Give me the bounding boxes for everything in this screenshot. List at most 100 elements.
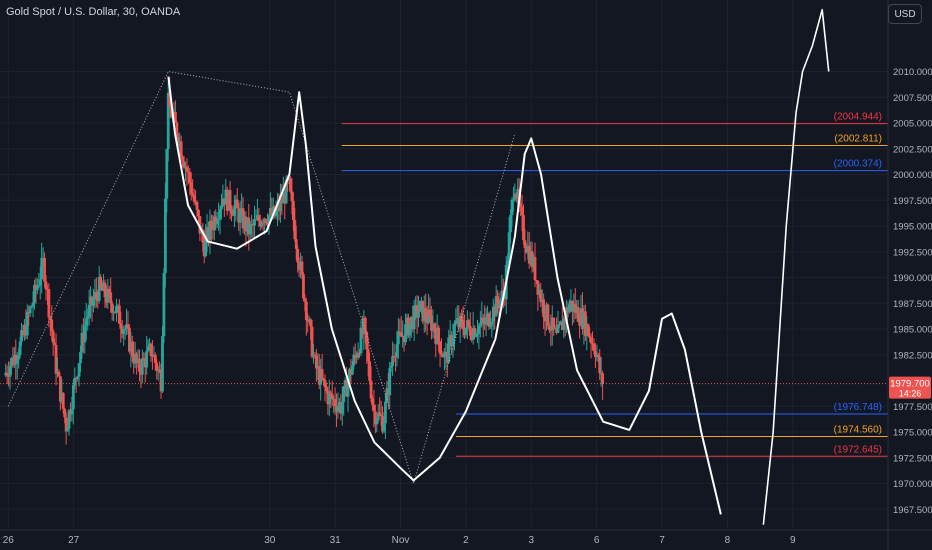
y-tick-label: 2010.000 bbox=[893, 67, 932, 78]
candle-body bbox=[214, 216, 218, 225]
candle-body bbox=[50, 319, 54, 332]
candle-body bbox=[524, 248, 528, 253]
candle-body bbox=[487, 313, 491, 327]
candle-body bbox=[322, 378, 325, 380]
candle-body bbox=[238, 210, 242, 223]
candle-body bbox=[142, 358, 146, 360]
candle-body bbox=[76, 376, 80, 379]
candle-body bbox=[277, 204, 281, 211]
candle-body bbox=[132, 356, 136, 364]
candle-body bbox=[484, 317, 488, 325]
candle-body bbox=[53, 342, 57, 345]
candle-body bbox=[234, 199, 238, 207]
candle-body bbox=[40, 258, 44, 280]
candle-body bbox=[455, 318, 459, 321]
candle-body bbox=[94, 292, 98, 296]
candle-body bbox=[382, 423, 386, 432]
candle-body bbox=[35, 285, 39, 291]
candle-body bbox=[550, 317, 554, 331]
current-price-countdown: 14:26 bbox=[899, 389, 922, 399]
candle-body bbox=[103, 282, 107, 298]
candle-body bbox=[48, 317, 52, 320]
price-level-label: (2000.374) bbox=[834, 159, 882, 170]
candle-body bbox=[145, 351, 149, 368]
currency-button[interactable]: USD bbox=[888, 4, 922, 24]
candle-body bbox=[441, 354, 445, 358]
candle-body bbox=[316, 366, 320, 369]
candle-body bbox=[291, 201, 295, 221]
candle-body bbox=[546, 304, 550, 326]
candle-body bbox=[595, 354, 599, 358]
candle-body bbox=[373, 411, 377, 425]
candle-body bbox=[205, 227, 209, 237]
price-level-label: (2004.944) bbox=[834, 112, 882, 123]
y-tick-label: 2007.500 bbox=[893, 93, 932, 104]
candle-body bbox=[243, 216, 246, 229]
candle-body bbox=[494, 296, 498, 317]
x-tick-label: 27 bbox=[68, 535, 80, 546]
candle-body bbox=[250, 223, 254, 225]
candle-body bbox=[71, 385, 75, 410]
candle-body bbox=[342, 386, 346, 403]
candle-body bbox=[327, 392, 331, 405]
candle-body bbox=[202, 242, 206, 257]
candle-body bbox=[586, 324, 590, 336]
candle-body bbox=[348, 369, 351, 381]
y-tick-label: 1982.500 bbox=[893, 350, 932, 361]
candle-body bbox=[384, 401, 387, 424]
candle-body bbox=[14, 354, 18, 364]
candle-body bbox=[394, 356, 397, 358]
candle-body bbox=[555, 328, 558, 333]
candle-body bbox=[104, 297, 108, 303]
candle-body bbox=[573, 303, 577, 313]
candle-body bbox=[537, 289, 541, 295]
candle-body bbox=[77, 363, 81, 377]
candle-body bbox=[522, 215, 525, 241]
y-tick-label: 1995.000 bbox=[893, 222, 932, 233]
candle-body bbox=[221, 198, 225, 206]
candle-body bbox=[527, 245, 531, 264]
candle-body bbox=[261, 222, 265, 224]
candle-body bbox=[283, 192, 287, 204]
candle-body bbox=[532, 256, 535, 268]
candle-body bbox=[140, 358, 144, 375]
candle-body bbox=[336, 406, 340, 412]
candle-body bbox=[330, 393, 334, 400]
x-tick-label: 26 bbox=[3, 535, 15, 546]
candle-body bbox=[346, 380, 350, 397]
candle-body bbox=[271, 206, 275, 216]
candle-body bbox=[470, 335, 474, 340]
candle-body bbox=[197, 209, 200, 217]
candle-body bbox=[251, 223, 255, 226]
candle-body bbox=[266, 223, 269, 225]
chart-title: Gold Spot / U.S. Dollar, 30, OANDA bbox=[6, 6, 181, 18]
drawings bbox=[7, 8, 830, 525]
x-tick-label: Nov bbox=[392, 535, 410, 546]
candle-body bbox=[128, 327, 131, 352]
candle-body bbox=[583, 311, 587, 336]
candle-body bbox=[34, 284, 38, 291]
candle-body bbox=[264, 219, 268, 224]
candle-body bbox=[235, 199, 239, 209]
candle-body bbox=[159, 371, 163, 392]
candle-body bbox=[89, 296, 92, 305]
candle-body bbox=[352, 354, 356, 366]
candle-body bbox=[366, 349, 370, 362]
candle-body bbox=[199, 230, 203, 234]
candle-body bbox=[73, 377, 77, 386]
candle-body bbox=[463, 329, 466, 336]
y-tick-label: 1972.500 bbox=[893, 453, 932, 464]
candle-body bbox=[539, 289, 543, 303]
candle-body bbox=[18, 341, 22, 356]
candle-body bbox=[448, 335, 452, 338]
candle-body bbox=[543, 317, 547, 322]
candle-body bbox=[66, 428, 69, 432]
candles bbox=[4, 77, 604, 445]
candle-body bbox=[339, 402, 343, 414]
candle-body bbox=[224, 189, 228, 205]
candle-body bbox=[422, 307, 426, 322]
candle-body bbox=[158, 369, 162, 372]
x-tick-label: 31 bbox=[330, 535, 342, 546]
y-tick-label: 1990.000 bbox=[893, 273, 932, 284]
